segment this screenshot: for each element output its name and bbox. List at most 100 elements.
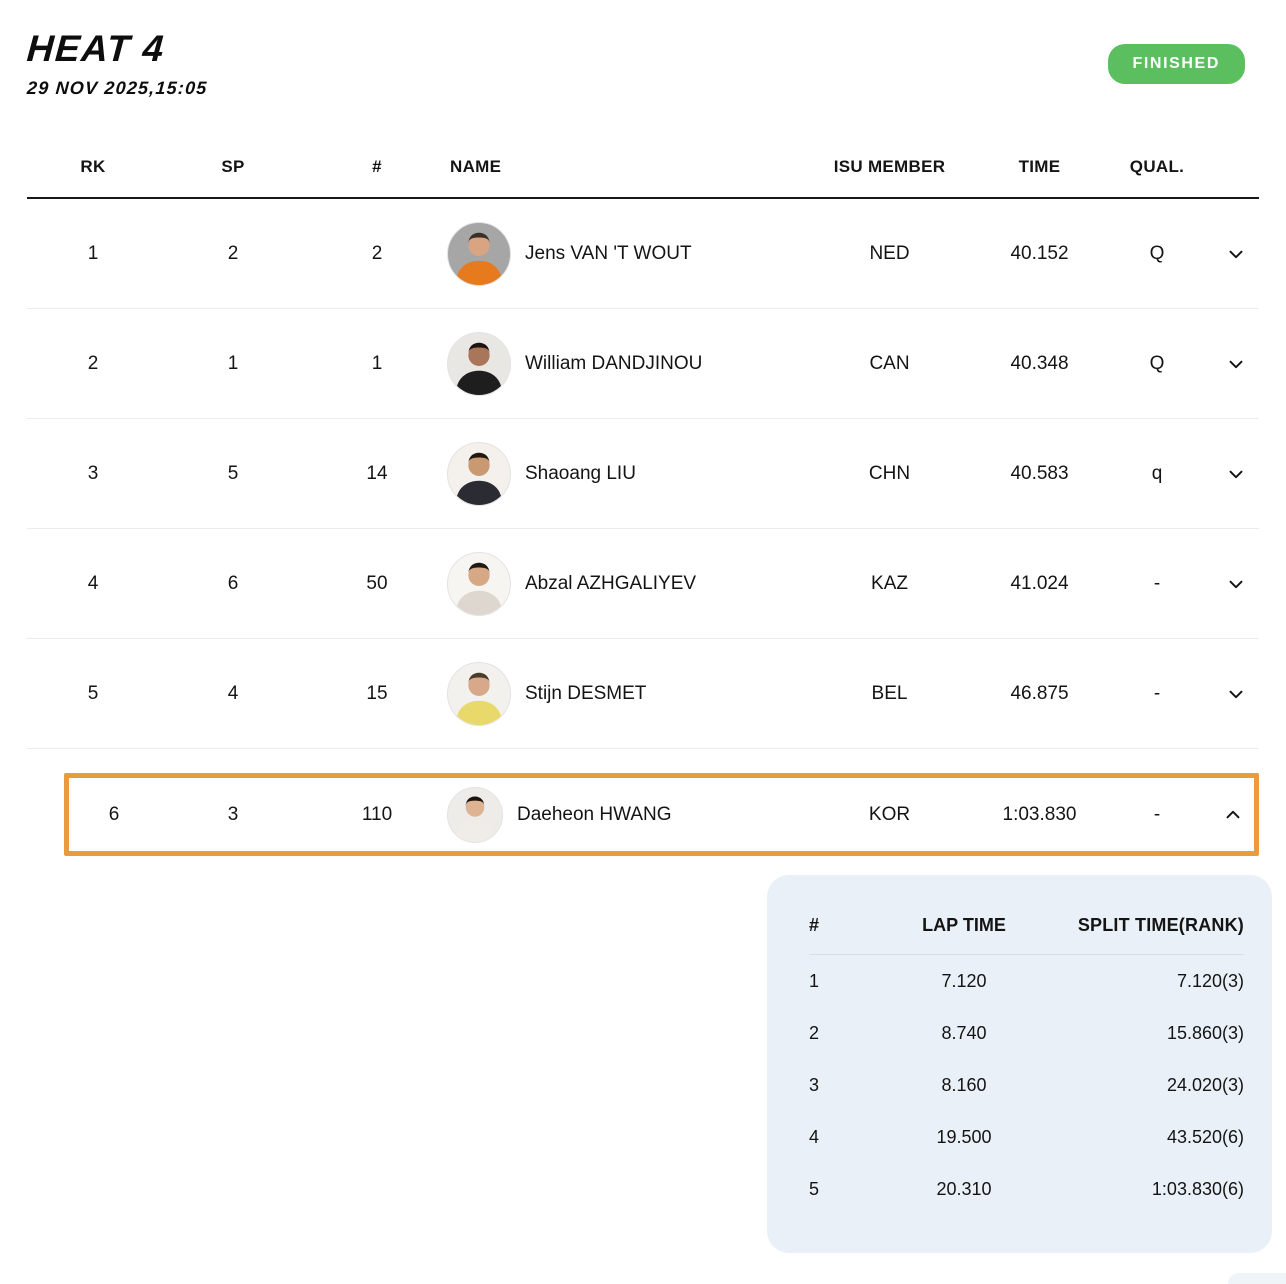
lap-number: 5	[809, 1178, 820, 1199]
skater-avatar	[447, 661, 511, 726]
start-position-value: 6	[227, 572, 239, 594]
skater-cell: Abzal AZHGALIYEV	[447, 551, 802, 616]
lap-time-value: 8.740	[941, 1022, 987, 1043]
lap-detail-panel: # LAP TIME SPLIT TIME(RANK) 1 7.120 7.12…	[767, 875, 1272, 1253]
isu-member-value: NED	[869, 242, 910, 264]
table-row-rank-5[interactable]: 5 4 15 Stijn DESMET BEL 46.875 -	[27, 639, 1259, 749]
table-row-rank-3[interactable]: 3 5 14 Shaoang LIU CHN 40.583 q	[27, 419, 1259, 529]
rank-value: 5	[87, 682, 99, 704]
column-header-time: TIME	[1018, 157, 1061, 176]
bib-number-value: 14	[366, 462, 388, 484]
rank-value: 3	[87, 462, 99, 484]
rank-value: 2	[87, 352, 99, 374]
skater-avatar	[447, 331, 511, 396]
qual-value: Q	[1149, 352, 1165, 374]
lap-column-header-split: SPLIT TIME(RANK)	[1077, 915, 1244, 935]
qual-value: -	[1153, 682, 1161, 704]
table-row-rank-6-expanded[interactable]: 6 3 110 Daeheon HWANG KOR 1:03.830 -	[64, 773, 1259, 856]
split-time-value: 15.860(3)	[1166, 1022, 1244, 1043]
skater-avatar	[447, 551, 511, 616]
lap-table-header: # LAP TIME SPLIT TIME(RANK)	[809, 897, 1244, 955]
next-panel-corner-decoration	[1228, 1273, 1286, 1284]
lap-row-5: 5 20.310 1:03.830(6)	[809, 1163, 1244, 1215]
split-time-value: 43.520(6)	[1166, 1126, 1244, 1147]
isu-member-value: CAN	[869, 352, 910, 374]
lap-row-3: 3 8.160 24.020(3)	[809, 1059, 1244, 1111]
lap-row-2: 2 8.740 15.860(3)	[809, 1007, 1244, 1059]
time-value: 40.348	[1010, 352, 1069, 374]
column-header-sp: SP	[221, 157, 245, 176]
column-header-rk: RK	[80, 157, 106, 176]
chevron-down-icon[interactable]	[1212, 573, 1259, 595]
skater-avatar	[447, 786, 503, 843]
lap-time-value: 7.120	[941, 970, 987, 991]
lap-time-value: 20.310	[936, 1178, 992, 1199]
lap-row-1: 1 7.120 7.120(3)	[809, 955, 1244, 1007]
rank-value: 4	[87, 572, 99, 594]
bib-number-value: 50	[366, 572, 388, 594]
skater-name: William DANDJINOU	[525, 352, 703, 374]
skater-name: Daeheon HWANG	[517, 803, 672, 825]
qual-value: -	[1153, 803, 1161, 825]
isu-member-value: BEL	[871, 682, 908, 704]
split-time-value: 24.020(3)	[1166, 1074, 1244, 1095]
time-value: 46.875	[1010, 682, 1069, 704]
start-position-value: 1	[227, 352, 239, 374]
bib-number-value: 15	[366, 682, 388, 704]
rank-value: 6	[108, 803, 120, 825]
lap-number: 2	[809, 1022, 820, 1043]
time-value: 40.152	[1010, 242, 1069, 264]
column-header-name: NAME	[450, 157, 502, 176]
lap-number: 3	[809, 1074, 820, 1095]
time-value: 40.583	[1010, 462, 1069, 484]
lap-column-header-lap: LAP TIME	[922, 915, 1006, 935]
start-position-value: 4	[227, 682, 239, 704]
skater-cell: Jens VAN 'T WOUT	[447, 221, 802, 286]
split-time-value: 1:03.830(6)	[1151, 1178, 1244, 1199]
table-row-rank-4[interactable]: 4 6 50 Abzal AZHGALIYEV KAZ 41.024 -	[27, 529, 1259, 639]
skater-cell: Stijn DESMET	[447, 661, 802, 726]
chevron-down-icon[interactable]	[1212, 683, 1259, 705]
table-row-rank-1[interactable]: 1 2 2 Jens VAN 'T WOUT NED 40.152 Q	[27, 199, 1259, 309]
results-table-header: RK SP # NAME ISU MEMBER TIME QUAL.	[27, 137, 1259, 199]
isu-member-value: CHN	[868, 462, 911, 484]
time-value: 41.024	[1010, 572, 1069, 594]
qual-value: -	[1153, 572, 1161, 594]
event-datetime: 29 NOV 2025,15:05	[26, 78, 209, 98]
chevron-down-icon[interactable]	[1212, 463, 1259, 485]
page-header: HEAT 4 29 NOV 2025,15:05 FINISHED	[0, 0, 1286, 99]
bib-number-value: 1	[371, 352, 383, 374]
bib-number-value: 110	[361, 803, 393, 825]
lap-number: 1	[809, 970, 820, 991]
chevron-up-icon[interactable]	[1212, 804, 1254, 826]
skater-avatar	[447, 441, 511, 506]
lap-row-4: 4 19.500 43.520(6)	[809, 1111, 1244, 1163]
skater-name: Jens VAN 'T WOUT	[525, 242, 692, 264]
skater-name: Stijn DESMET	[525, 682, 647, 704]
skater-cell: Daeheon HWANG	[447, 786, 802, 843]
title-block: HEAT 4 29 NOV 2025,15:05	[26, 28, 209, 99]
start-position-value: 5	[227, 462, 239, 484]
skater-name: Abzal AZHGALIYEV	[525, 572, 697, 594]
split-time-value: 7.120(3)	[1176, 970, 1244, 991]
isu-member-value: KOR	[868, 803, 911, 825]
skater-avatar	[447, 221, 511, 286]
column-header-isu: ISU MEMBER	[833, 157, 946, 176]
column-header-qual: QUAL.	[1129, 157, 1185, 176]
qual-value: q	[1151, 462, 1163, 484]
start-position-value: 2	[227, 242, 239, 264]
time-value: 1:03.830	[1002, 803, 1077, 825]
lap-time-value: 19.500	[936, 1126, 992, 1147]
chevron-down-icon[interactable]	[1212, 353, 1259, 375]
isu-member-value: KAZ	[871, 572, 908, 594]
skater-name: Shaoang LIU	[525, 462, 636, 484]
column-header-num: #	[372, 157, 382, 176]
bib-number-value: 2	[371, 242, 383, 264]
rank-value: 1	[87, 242, 99, 264]
lap-time-value: 8.160	[941, 1074, 987, 1095]
chevron-down-icon[interactable]	[1212, 243, 1259, 265]
status-badge: FINISHED	[1107, 44, 1245, 84]
table-row-rank-2[interactable]: 2 1 1 William DANDJINOU CAN 40.348 Q	[27, 309, 1259, 419]
qual-value: Q	[1149, 242, 1165, 264]
results-table: RK SP # NAME ISU MEMBER TIME QUAL. 1 2 2…	[27, 137, 1272, 1253]
